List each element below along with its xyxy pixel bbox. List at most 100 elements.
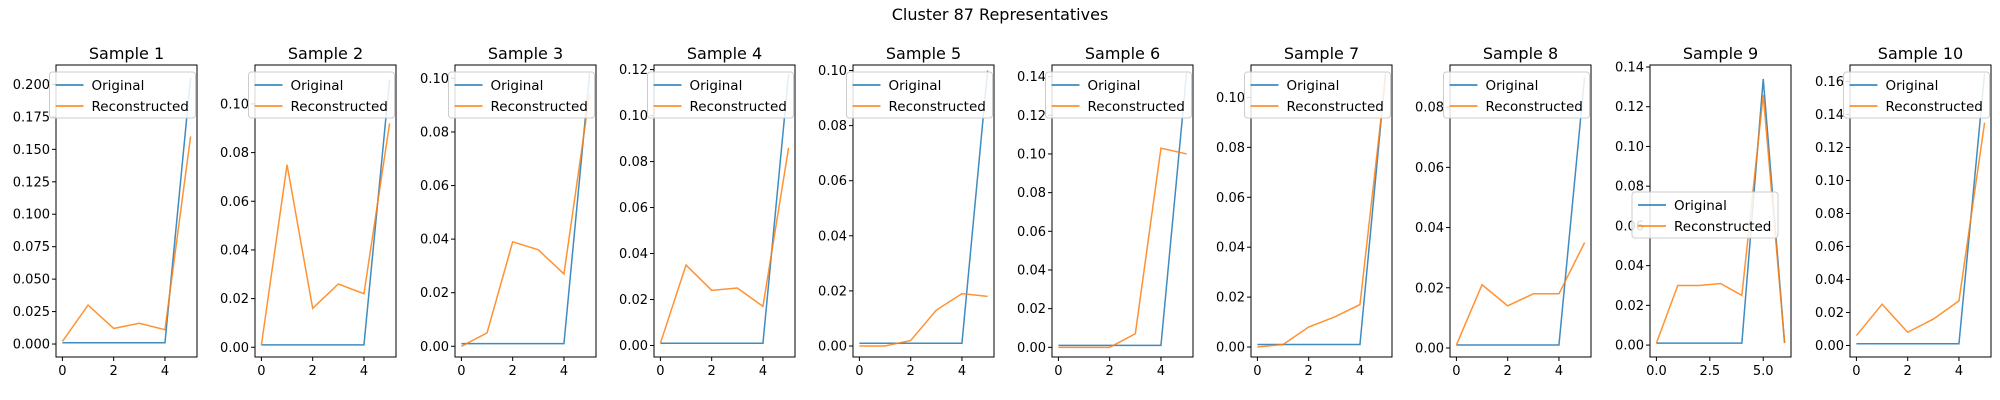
- axes-frame: [852, 64, 995, 358]
- legend: Original Reconstructed: [1631, 191, 1779, 239]
- y-tick-label: 0.00: [1415, 341, 1444, 356]
- x-tick-label: 4: [759, 364, 767, 379]
- y-tick-label: 0.06: [1017, 225, 1046, 240]
- y-tick-label: 0.02: [818, 284, 847, 299]
- y-tick-label: 0.08: [1415, 101, 1444, 116]
- legend-label: Reconstructed: [690, 99, 787, 115]
- series-line-original: [461, 72, 591, 345]
- x-tick-label: 4: [360, 364, 368, 379]
- series-line-original: [1856, 73, 1986, 345]
- x-tick-label: 4: [1356, 364, 1364, 379]
- subplot-title: Sample 2: [288, 44, 363, 63]
- y-tick-label: 0.10: [818, 64, 847, 79]
- legend: Original Reconstructed: [448, 71, 595, 119]
- axes-frame: [1849, 64, 1992, 358]
- series-line-reconstructed: [1855, 122, 1986, 337]
- y-tick-label: 0.06: [619, 201, 648, 216]
- series-line-reconstructed: [659, 147, 790, 344]
- x-tick-label: 4: [161, 364, 169, 379]
- legend-label: Reconstructed: [291, 99, 388, 115]
- legend: Original Reconstructed: [1244, 71, 1391, 119]
- subplot-4: Sample 4 0.00 0.02 0.04 0.06 0.08 0.10 0.12 0 2 4 O…: [619, 44, 796, 379]
- subplot-9: Sample 90.000.020.040.060.080.100.120.14…: [1615, 44, 1792, 379]
- y-tick-label: 0.06: [1815, 240, 1844, 255]
- axes-frame: [55, 64, 198, 358]
- y-tick-label: 0.10: [1615, 140, 1644, 155]
- y-tick-label: 0.00: [220, 341, 249, 356]
- x-tick-label: 4: [1157, 364, 1165, 379]
- y-tick-label: 0.02: [1615, 299, 1644, 314]
- x-tick-label: 0: [1253, 364, 1261, 379]
- y-tick-label: 0.125: [13, 175, 50, 190]
- x-tick-label: 2: [1504, 364, 1512, 379]
- legend-label: Reconstructed: [491, 99, 588, 115]
- x-tick-label: 2: [1305, 364, 1313, 379]
- subplot-title: Sample 9: [1683, 44, 1758, 63]
- x-tick-label: 2: [1904, 364, 1912, 379]
- subplot-title: Sample 8: [1483, 44, 1558, 63]
- x-tick-label: 4: [560, 364, 568, 379]
- legend: Original Reconstructed: [1443, 71, 1590, 119]
- y-tick-label: 0.08: [420, 125, 449, 140]
- y-tick-label: 0.14: [1615, 60, 1644, 75]
- subplot-title: Sample 6: [1085, 44, 1160, 63]
- y-tick-label: 0.12: [1815, 141, 1844, 156]
- y-tick-label: 0.12: [619, 63, 648, 78]
- legend-box: [1443, 71, 1590, 119]
- x-tick-label: 4: [1555, 364, 1563, 379]
- y-tick-label: 0.04: [1216, 241, 1245, 256]
- y-tick-label: 0.10: [420, 72, 449, 87]
- series-line-reconstructed: [61, 136, 192, 342]
- series-line-reconstructed: [859, 292, 988, 347]
- series-line-reconstructed: [1455, 242, 1586, 346]
- y-tick-label: 0.00: [1815, 339, 1844, 354]
- y-tick-label: 0.000: [13, 338, 50, 353]
- series-line-reconstructed: [461, 94, 591, 347]
- legend-box: [1244, 71, 1391, 119]
- x-tick-label: 0: [1452, 364, 1460, 379]
- legend-label: Original: [1886, 78, 1939, 94]
- x-tick-label: 0: [257, 364, 265, 379]
- legend-label: Original: [1486, 78, 1539, 94]
- subplot-10: Sample 10 0.00 0.02 0.04 0.06 0.08 0.10 0.12 0.1…: [1815, 44, 1992, 379]
- legend-label: Original: [1674, 198, 1727, 214]
- x-tick-label: 4: [1955, 364, 1963, 379]
- legend: Original Reconstructed: [846, 71, 993, 119]
- x-tick-label: 0: [58, 364, 66, 379]
- y-tick-label: 0.00: [420, 340, 449, 355]
- series-line-reconstructed: [1655, 94, 1786, 344]
- series-line-original: [1058, 72, 1188, 347]
- y-tick-label: 0.050: [13, 273, 50, 288]
- subplot-7: Sample 7 0.00 0.02 0.04 0.06 0.08 0.10 0 2 4 Origi…: [1216, 44, 1393, 379]
- y-tick-label: 0.06: [220, 195, 249, 210]
- x-tick-label: 0.0: [1646, 364, 1667, 379]
- series-line-original: [261, 79, 391, 346]
- y-tick-label: 0.00: [1216, 341, 1245, 356]
- y-tick-label: 0.00: [1017, 341, 1046, 356]
- legend-label: Reconstructed: [1088, 99, 1185, 115]
- axes-frame: [1051, 64, 1194, 358]
- subplot-title: Sample 7: [1284, 44, 1359, 63]
- y-tick-label: 0.04: [1615, 259, 1644, 274]
- y-tick-label: 0.04: [619, 247, 648, 262]
- legend-box: [1631, 191, 1779, 239]
- legend-box: [1843, 71, 1990, 119]
- legend-label: Reconstructed: [92, 99, 189, 115]
- legend-label: Original: [889, 78, 942, 94]
- legend-label: Original: [690, 78, 743, 94]
- series-line-original: [1456, 76, 1586, 346]
- series-line-original: [859, 70, 989, 344]
- y-tick-label: 0.150: [13, 143, 50, 158]
- y-tick-label: 0.06: [1216, 191, 1245, 206]
- y-tick-label: 0.02: [1415, 281, 1444, 296]
- y-tick-label: 0.04: [1815, 273, 1844, 288]
- legend-box: [846, 71, 993, 119]
- x-tick-label: 2: [907, 364, 915, 379]
- y-tick-label: 0.10: [220, 97, 249, 112]
- y-tick-label: 0.02: [420, 286, 449, 301]
- subplot-title: Sample 3: [488, 44, 563, 63]
- y-tick-label: 0.14: [1815, 108, 1844, 123]
- legend-box: [49, 71, 196, 119]
- y-tick-label: 0.12: [1017, 109, 1046, 124]
- axes-frame: [653, 64, 796, 358]
